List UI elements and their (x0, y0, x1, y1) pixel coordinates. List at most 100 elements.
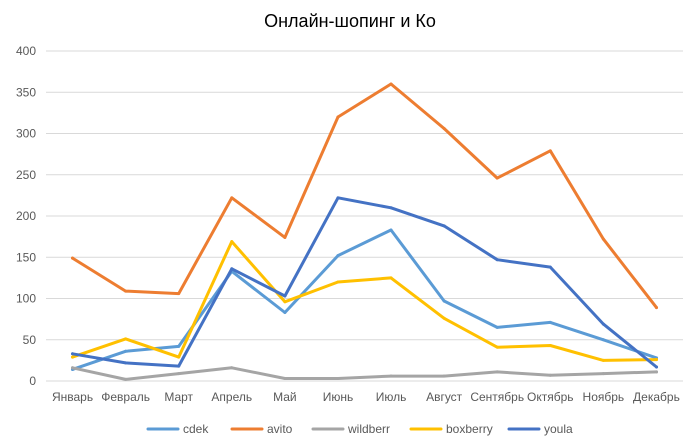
x-tick-label: Июль (376, 390, 407, 404)
gridlines (46, 50, 683, 382)
data-point-avito (71, 256, 75, 260)
data-point-youla (124, 361, 128, 365)
data-point-avito (601, 237, 605, 241)
data-point-boxberry (601, 358, 605, 362)
x-tick-label: Январь (52, 390, 93, 404)
data-point-boxberry (336, 280, 340, 284)
legend-label: cdek (183, 422, 209, 436)
data-point-avito (389, 82, 393, 86)
series-line-youla (71, 196, 658, 369)
data-point-boxberry (495, 345, 499, 349)
data-point-youla (71, 352, 75, 356)
data-point-youla (548, 265, 552, 269)
data-point-avito (283, 235, 287, 239)
data-point-boxberry (71, 355, 75, 359)
x-tick-label: Сентябрь (470, 390, 524, 404)
y-tick-label: 150 (16, 250, 36, 264)
legend-item-avito: avito (230, 422, 293, 436)
x-tick-label: Апрель (211, 390, 252, 404)
data-point-cdek (601, 338, 605, 342)
data-point-avito (230, 196, 234, 200)
data-point-cdek (389, 228, 393, 232)
y-tick-label: 0 (29, 374, 36, 388)
data-point-avito (548, 149, 552, 153)
x-tick-label: Ноябрь (583, 390, 625, 404)
y-tick-label: 400 (16, 44, 36, 58)
data-point-youla (336, 196, 340, 200)
data-point-wildberr (548, 373, 552, 377)
data-point-boxberry (548, 344, 552, 348)
data-point-cdek (177, 344, 181, 348)
data-point-wildberr (71, 366, 75, 370)
legend-label: avito (267, 422, 293, 436)
data-point-cdek (495, 325, 499, 329)
x-tick-label: Март (164, 390, 193, 404)
data-point-youla (230, 267, 234, 271)
data-point-avito (124, 289, 128, 293)
x-tick-label: Декабрь (633, 390, 680, 404)
data-point-wildberr (124, 377, 128, 381)
data-point-boxberry (177, 355, 181, 359)
data-point-wildberr (442, 374, 446, 378)
data-point-youla (442, 224, 446, 228)
legend-item-boxberry: boxberry (409, 422, 493, 436)
data-point-wildberr (495, 370, 499, 374)
legend: cdek avito wildberr boxberry youla (146, 422, 573, 436)
legend-label: boxberry (446, 422, 493, 436)
legend-label: youla (544, 422, 573, 436)
data-point-boxberry (124, 337, 128, 341)
series-line-cdek (71, 228, 658, 371)
x-tick-label: Май (273, 390, 297, 404)
data-point-avito (654, 306, 658, 310)
legend-label: wildberr (347, 422, 390, 436)
data-point-boxberry (283, 300, 287, 304)
data-point-cdek (283, 311, 287, 315)
data-point-wildberr (389, 374, 393, 378)
y-tick-label: 200 (16, 209, 36, 223)
data-point-cdek (548, 320, 552, 324)
x-tick-label: Август (426, 390, 463, 404)
y-tick-label: 50 (23, 333, 37, 347)
data-point-youla (177, 364, 181, 368)
data-point-avito (177, 292, 181, 296)
data-point-wildberr (283, 377, 287, 381)
y-tick-label: 300 (16, 127, 36, 141)
data-point-youla (495, 258, 499, 262)
data-point-wildberr (336, 377, 340, 381)
x-tick-label: Февраль (101, 390, 150, 404)
data-point-cdek (442, 299, 446, 303)
series-line-avito (71, 82, 658, 310)
x-axis-ticks: Январь Февраль Март Апрель Май Июнь Июль Август… (52, 390, 680, 404)
data-point-youla (389, 206, 393, 210)
data-point-cdek (336, 254, 340, 258)
legend-item-wildberr: wildberr (311, 422, 390, 436)
chart-title: Онлайн-шопинг и Ко (264, 11, 436, 31)
data-point-cdek (124, 349, 128, 353)
data-point-avito (495, 176, 499, 180)
legend-item-youla: youla (507, 422, 573, 436)
legend-item-cdek: cdek (146, 422, 209, 436)
data-point-wildberr (230, 366, 234, 370)
data-point-boxberry (230, 240, 234, 244)
series-line-wildberr (71, 366, 658, 381)
data-point-wildberr (177, 372, 181, 376)
data-point-youla (601, 322, 605, 326)
y-axis-ticks: 0 50 100 150 200 250 300 350 400 (16, 44, 36, 388)
series-lines (71, 82, 658, 381)
data-point-avito (336, 115, 340, 119)
data-point-youla (283, 294, 287, 298)
series-line-boxberry (71, 240, 658, 362)
data-point-wildberr (601, 372, 605, 376)
x-tick-label: Июнь (323, 390, 354, 404)
x-tick-label: Октябрь (527, 390, 574, 404)
data-point-wildberr (654, 370, 658, 374)
y-tick-label: 350 (16, 85, 36, 99)
data-point-boxberry (442, 316, 446, 320)
y-tick-label: 100 (16, 292, 36, 306)
data-point-boxberry (654, 358, 658, 362)
data-point-youla (654, 365, 658, 369)
data-point-boxberry (389, 276, 393, 280)
y-tick-label: 250 (16, 168, 36, 182)
